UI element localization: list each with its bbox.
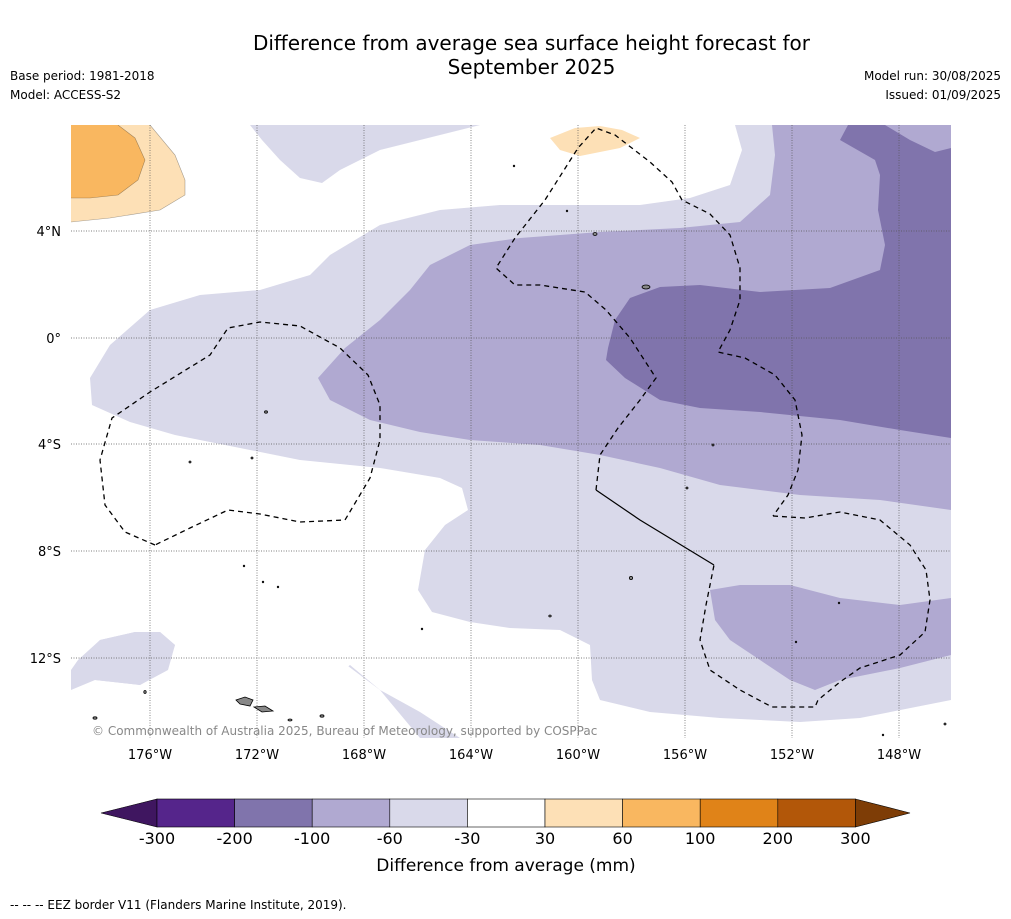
latitude-label: 12°S	[30, 652, 61, 667]
eez-borders	[99, 127, 931, 708]
latitude-labels: 4°N 0° 4°S 8°S 12°S	[30, 225, 61, 667]
meta-left: Base period: 1981-2018 Model: ACCESS-S2	[10, 67, 155, 105]
eez-solid-segment	[595, 489, 715, 566]
latitude-label: 4°N	[37, 225, 62, 240]
contour-patch-southwest	[78, 632, 175, 685]
contour-notch	[885, 125, 951, 152]
islands	[92, 164, 947, 737]
colorbar-tick-label: 30	[535, 829, 555, 848]
colorbar-tick-label: -60	[377, 829, 403, 848]
longitude-label: 164°W	[449, 748, 493, 763]
colorbar-tick-label: -30	[454, 829, 480, 848]
latitude-label: 4°S	[38, 438, 61, 453]
colorbar-title: Difference from average (mm)	[376, 856, 635, 876]
colorbar-segment	[622, 798, 701, 828]
footer-note: -- -- -- EEZ border V11 (Flanders Marine…	[10, 898, 347, 912]
colorbar-segment	[389, 798, 468, 828]
longitude-label: 152°W	[770, 748, 814, 763]
longitude-label: 172°W	[235, 748, 279, 763]
contour-patch-south	[710, 585, 951, 690]
colorbar-tick-label: -200	[216, 829, 252, 848]
longitude-labels: 176°W 172°W 168°W 164°W 160°W 156°W 152°W 148°W	[128, 748, 921, 763]
latitude-label: 0°	[46, 332, 61, 347]
copyright-text: © Commonwealth of Australia 2025, Bureau…	[92, 724, 597, 738]
base-period: Base period: 1981-2018	[10, 69, 155, 83]
colorbar-tick-label: 60	[612, 829, 632, 848]
colorbar-segment	[311, 798, 391, 828]
colorbar-segment	[699, 798, 779, 828]
longitude-label: 168°W	[342, 748, 386, 763]
colorbar-segment	[467, 798, 546, 828]
colorbar-tick-label: 200	[763, 829, 794, 848]
longitude-label: 160°W	[556, 748, 600, 763]
colorbar-tick-label: -300	[139, 829, 175, 848]
meta-right: Model run: 30/08/2025 Issued: 01/09/2025	[864, 67, 1001, 105]
colorbar-tick-label: 100	[685, 829, 716, 848]
colorbar-tick-label: 300	[840, 829, 871, 848]
graticule	[71, 125, 951, 738]
colorbar: -300 -200 -100 -60 -30 30 60 100 200 300	[100, 798, 911, 848]
issued-date: Issued: 01/09/2025	[885, 88, 1001, 102]
colorbar-segment	[544, 798, 623, 828]
colorbar-extend-high	[855, 798, 911, 828]
colorbar-extend-low	[100, 798, 158, 828]
contour-band-neutral	[71, 125, 951, 738]
longitude-label: 176°W	[128, 748, 172, 763]
model-run: Model run: 30/08/2025	[863, 69, 1001, 83]
longitude-label: 148°W	[877, 748, 921, 763]
title-line-1: Difference from average sea surface heig…	[252, 31, 811, 55]
title-line-2: September 2025	[447, 55, 616, 79]
latitude-label: 8°S	[38, 545, 61, 560]
contour-positive-medium	[71, 125, 145, 198]
contour-band-100-200	[606, 125, 951, 438]
model-name: Model: ACCESS-S2	[10, 88, 122, 102]
colorbar-tick-label: -100	[294, 829, 330, 848]
colorbar-segment	[234, 798, 313, 828]
colorbar-segment	[156, 798, 235, 828]
map-title: Difference from average sea surface heig…	[0, 31, 1011, 79]
map-plot-area: © Commonwealth of Australia 2025, Bureau…	[71, 125, 951, 738]
longitude-label: 156°W	[663, 748, 707, 763]
colorbar-segment	[777, 798, 856, 828]
contour-positive-north	[550, 126, 640, 156]
